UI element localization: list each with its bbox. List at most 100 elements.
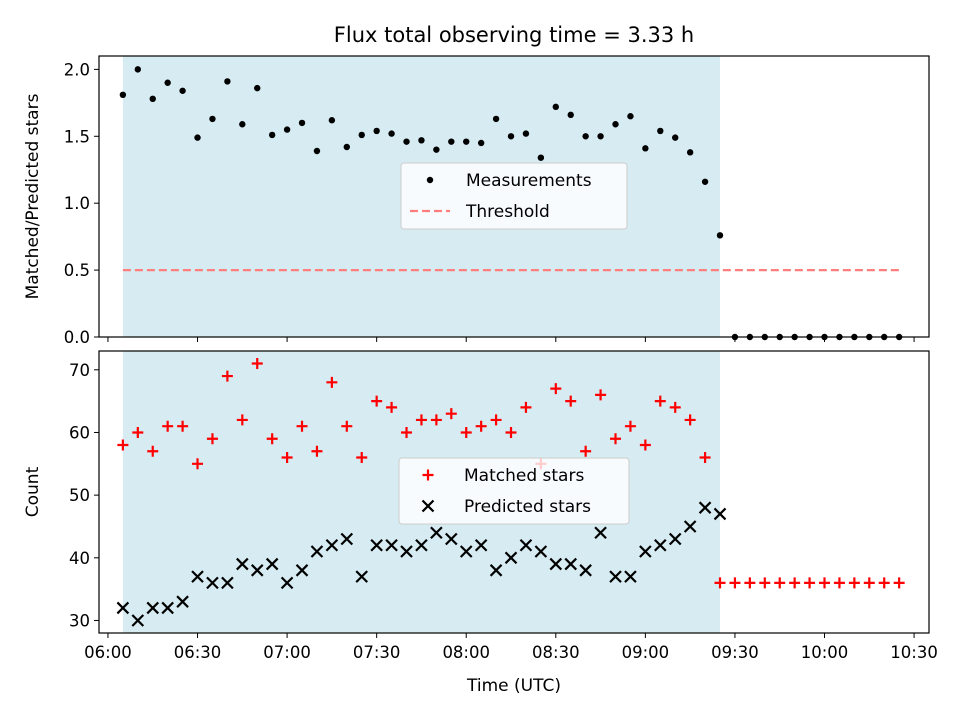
measurement-point bbox=[403, 138, 410, 145]
measurement-point bbox=[298, 119, 306, 127]
predicted-star-point bbox=[579, 564, 592, 577]
predicted-star-point bbox=[549, 557, 563, 571]
matched-star-point bbox=[759, 577, 771, 589]
matched-star-point bbox=[296, 420, 308, 432]
x-tick-label: 07:30 bbox=[353, 643, 401, 662]
measurement-point bbox=[701, 178, 709, 185]
measurement-point bbox=[164, 79, 171, 86]
predicted-star-point bbox=[191, 570, 204, 583]
predicted-star-point bbox=[250, 564, 264, 577]
matched-star-point bbox=[878, 577, 890, 589]
measurement-point bbox=[537, 154, 545, 161]
x-tick-label: 06:00 bbox=[84, 643, 132, 662]
predicted-star-point bbox=[683, 520, 697, 533]
predicted-star-point bbox=[639, 545, 652, 558]
y-tick-label: 0.5 bbox=[64, 261, 90, 280]
predicted-star-point bbox=[519, 538, 533, 552]
matched-star-point bbox=[893, 577, 905, 589]
matched-star-point bbox=[266, 433, 278, 445]
matched-star-point bbox=[580, 445, 592, 457]
matched-star-point bbox=[505, 426, 517, 438]
x-tick-label: 07:00 bbox=[263, 643, 311, 662]
predicted-star-point bbox=[564, 557, 578, 571]
predicted-star-point bbox=[489, 564, 503, 577]
matched-star-point bbox=[624, 420, 636, 432]
predicted-star-point bbox=[654, 538, 667, 552]
matched-star-point bbox=[341, 420, 353, 432]
predicted-star-point bbox=[325, 538, 339, 552]
measurement-point bbox=[522, 130, 530, 137]
x-tick-label: 08:30 bbox=[532, 643, 580, 662]
matched-star-point bbox=[804, 577, 816, 589]
measurement-point bbox=[657, 127, 664, 135]
ratio-panel: 0.0 0.5 1.0 1.5 2.0 Measurements Threshold Ma… bbox=[23, 55, 930, 347]
predicted-star-point bbox=[430, 526, 443, 540]
y-tick-label: 30 bbox=[69, 611, 90, 630]
predicted-star-point bbox=[400, 545, 413, 558]
matched-star-point bbox=[236, 414, 248, 426]
matched-star-point bbox=[550, 383, 562, 395]
matched-star-point bbox=[848, 577, 860, 589]
matched-star-point bbox=[311, 445, 323, 457]
measurement-point bbox=[239, 121, 246, 128]
matched-star-point bbox=[714, 577, 726, 589]
measurement-point bbox=[672, 134, 679, 141]
matched-star-point bbox=[162, 420, 174, 432]
matched-star-point bbox=[117, 439, 129, 451]
legend-label: Matched stars bbox=[464, 466, 584, 486]
count-y-axis-label: Count bbox=[23, 466, 43, 517]
x-tick-label: 09:00 bbox=[622, 643, 670, 662]
predicted-star-point bbox=[534, 545, 548, 558]
matched-star-point bbox=[401, 426, 413, 438]
matched-star-point bbox=[789, 577, 801, 589]
matched-star-point bbox=[206, 433, 218, 445]
predicted-star-point bbox=[445, 532, 458, 546]
matched-star-point bbox=[177, 420, 189, 432]
measurement-point bbox=[358, 131, 365, 139]
predicted-star-point bbox=[459, 545, 473, 558]
y-tick-label: 60 bbox=[69, 423, 90, 442]
measurement-point bbox=[477, 139, 485, 147]
matched-star-point bbox=[595, 389, 607, 401]
predicted-star-point bbox=[668, 532, 682, 546]
predicted-star-point bbox=[206, 576, 219, 590]
measurement-point bbox=[313, 147, 321, 155]
measurement-point bbox=[119, 91, 127, 99]
x-tick-label: 09:30 bbox=[711, 643, 759, 662]
matched-star-point bbox=[639, 439, 651, 451]
measurement-point bbox=[209, 115, 216, 123]
measurement-point bbox=[642, 145, 649, 152]
matched-star-point bbox=[729, 577, 741, 589]
predicted-star-point bbox=[474, 538, 488, 552]
matched-star-point bbox=[460, 426, 472, 438]
y-tick-label: 70 bbox=[69, 361, 90, 380]
predicted-star-point bbox=[624, 570, 637, 583]
chart-title: Flux total observing time = 3.33 h bbox=[334, 23, 694, 47]
predicted-star-point bbox=[504, 551, 518, 565]
predicted-star-point bbox=[295, 564, 309, 577]
matched-star-point bbox=[371, 395, 383, 407]
matched-star-point bbox=[490, 414, 502, 426]
ratio-axes-frame bbox=[98, 55, 930, 338]
measurement-point bbox=[388, 130, 395, 137]
measurement-point bbox=[328, 117, 336, 124]
matched-star-point bbox=[147, 445, 159, 457]
y-tick-label: 2.0 bbox=[64, 60, 90, 79]
predicted-star-point bbox=[236, 557, 249, 571]
predicted-star-point bbox=[340, 532, 354, 546]
count-legend: Matched stars Predicted stars bbox=[398, 457, 630, 525]
predicted-star-point bbox=[146, 601, 160, 615]
x-tick-label: 08:00 bbox=[442, 643, 490, 662]
matched-star-point bbox=[699, 452, 711, 464]
predicted-star-point bbox=[161, 601, 174, 615]
predicted-star-point bbox=[370, 538, 383, 552]
y-tick-label: 40 bbox=[69, 549, 90, 568]
measurement-point bbox=[149, 95, 156, 103]
matched-star-point bbox=[430, 414, 442, 426]
predicted-star-point bbox=[355, 570, 369, 583]
legend-swatch bbox=[421, 499, 435, 513]
matched-star-point bbox=[520, 401, 532, 413]
measurement-point bbox=[716, 232, 724, 239]
measurement-point bbox=[686, 149, 694, 156]
